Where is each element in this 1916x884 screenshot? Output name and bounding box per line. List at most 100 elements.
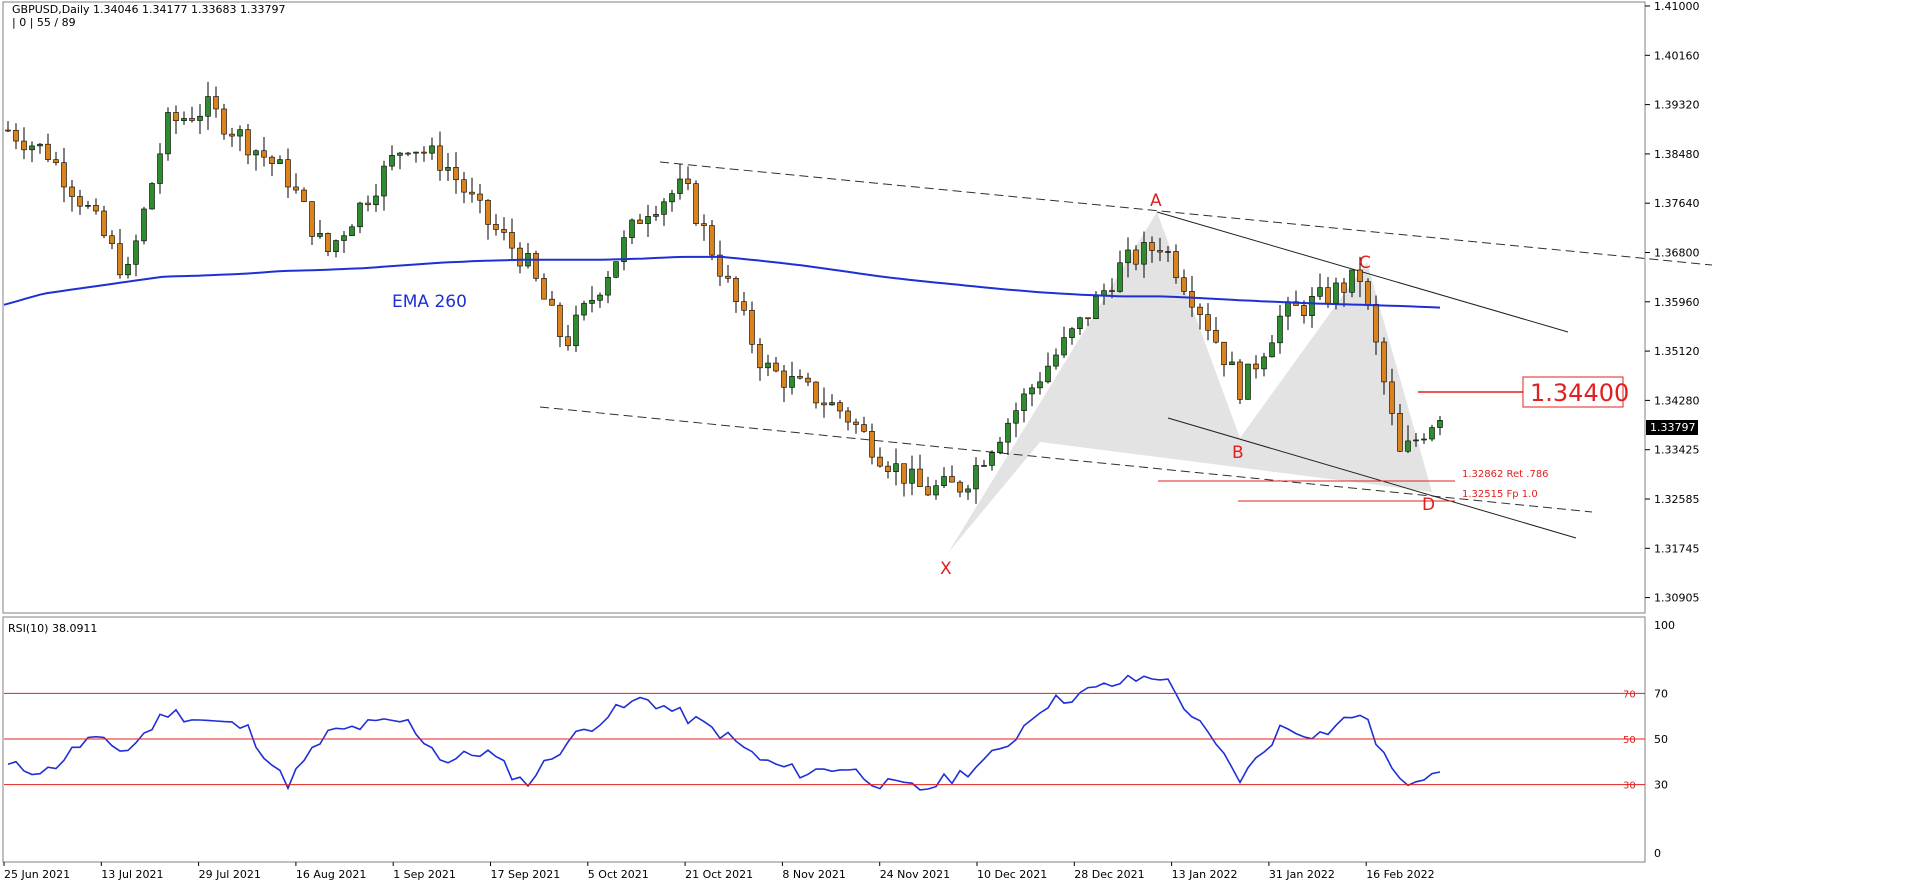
candle-body [69, 186, 75, 197]
candle-body [37, 143, 43, 147]
candle-body [1277, 315, 1283, 344]
candle-body [1373, 303, 1379, 343]
time-tick-label: 28 Dec 2021 [1074, 868, 1144, 881]
candle-body [989, 452, 995, 466]
candle-body [1341, 282, 1347, 293]
price-tick-label: 1.34280 [1654, 394, 1700, 407]
rsi-level-label: 50 [1623, 735, 1636, 746]
candle-body [77, 196, 83, 207]
candle-body [661, 201, 667, 215]
candle-body [213, 96, 219, 110]
candle-body [813, 381, 819, 404]
candle-body [821, 402, 827, 406]
price-tick-label: 1.37640 [1654, 197, 1700, 210]
candle-body [445, 167, 451, 171]
target-value: 1.34400 [1530, 379, 1629, 407]
candle-body [365, 202, 371, 206]
candle-body [645, 216, 651, 224]
rsi-line [7, 674, 1441, 791]
candle-body [1437, 420, 1443, 428]
symbol-info: GBPUSD,Daily 1.34046 1.34177 1.33683 1.3… [12, 3, 286, 16]
indicator-info: | 0 | 55 / 89 [12, 16, 76, 29]
candle-body [157, 153, 163, 184]
time-tick-label: 8 Nov 2021 [782, 868, 845, 881]
candle-body [469, 191, 475, 195]
candle-body [245, 129, 251, 156]
candle-body [1269, 342, 1275, 358]
candle-body [805, 377, 811, 383]
time-tick-label: 25 Jun 2021 [4, 868, 70, 881]
candle-body [1085, 317, 1091, 320]
price-tick-label: 1.35120 [1654, 345, 1700, 358]
candle-body [1213, 329, 1219, 343]
candle-body [45, 143, 51, 160]
candle-body [973, 465, 979, 490]
candle-body [349, 226, 355, 237]
rsi-axis: 100 70 50 30 0 [1654, 619, 1675, 860]
candle-body [221, 108, 227, 135]
candle-body [933, 485, 939, 496]
candle-body [613, 261, 619, 278]
candle-body [21, 140, 27, 151]
price-tick-label: 1.39320 [1654, 99, 1700, 112]
candle-body [1317, 287, 1323, 297]
rsi-tick-label: 100 [1654, 619, 1675, 632]
price-tick-label: 1.40160 [1654, 49, 1700, 62]
candle-body [1053, 354, 1059, 367]
candle-body [237, 129, 243, 137]
candle-body [829, 402, 835, 406]
candle-body [413, 151, 419, 154]
candle-body [781, 370, 787, 388]
candle-body [845, 410, 851, 423]
candle-body [573, 314, 579, 347]
candle-body [589, 299, 595, 304]
candle-body [917, 468, 923, 487]
candle-body [877, 456, 883, 467]
time-tick-label: 5 Oct 2021 [588, 868, 649, 881]
price-tick-label: 1.41000 [1654, 0, 1700, 13]
candle-body [1301, 305, 1307, 316]
main-panel-frame [2, 1, 1646, 614]
candle-body [509, 232, 515, 249]
price-tick-label: 1.35960 [1654, 296, 1700, 309]
candle-body [5, 129, 11, 132]
candle-body [1245, 363, 1251, 400]
rsi-tick-label: 0 [1654, 847, 1661, 860]
price-tick-label: 1.33425 [1654, 444, 1700, 457]
ret-786-label: 1.32862 Ret .786 [1462, 469, 1549, 480]
candle-body [997, 441, 1003, 453]
candle-body [117, 243, 123, 276]
candle-body [605, 276, 611, 296]
candle-body [61, 162, 67, 188]
candle-body [797, 376, 803, 379]
candle-body [1197, 306, 1203, 315]
candle-body [757, 343, 763, 369]
candle-body [269, 156, 275, 164]
candle-body [1205, 314, 1211, 331]
candle-body [229, 133, 235, 137]
candle-body [1165, 251, 1171, 253]
candle-body [325, 233, 331, 253]
candle-body [53, 159, 59, 164]
candle-body [581, 303, 587, 316]
candle-body [693, 183, 699, 224]
candle-body [669, 193, 675, 203]
upper-channel-line [659, 161, 1713, 266]
time-tick-label: 13 Jul 2021 [101, 868, 163, 881]
candle-body [341, 235, 347, 241]
candle-body [1381, 341, 1387, 383]
rsi-title: RSI(10) 38.0911 [8, 622, 97, 635]
candle-body [477, 193, 483, 201]
candle-body [109, 235, 115, 244]
price-axis: 1.41000 1.40160 1.39320 1.38480 1.37640 1.368… [1645, 0, 1700, 605]
candle-body [1325, 287, 1331, 304]
point-b-label: B [1232, 443, 1244, 463]
candle-body [133, 240, 139, 265]
candle-body [557, 304, 563, 338]
candle-body [1309, 296, 1315, 316]
candle-body [1261, 356, 1267, 370]
candle-body [1221, 341, 1227, 366]
candle-body [173, 112, 179, 122]
candle-body [1397, 413, 1403, 452]
